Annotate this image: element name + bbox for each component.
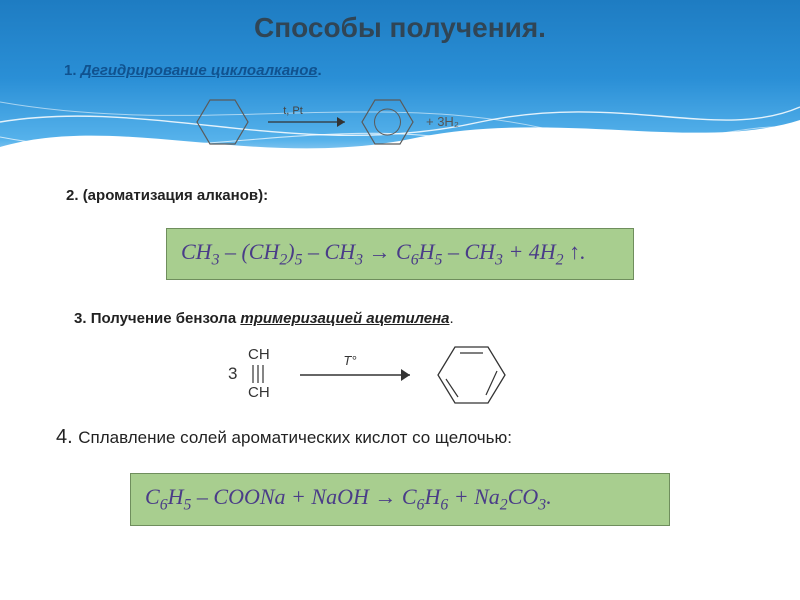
section-1-heading: 1. Дегидрирование циклоалканов.	[64, 62, 322, 79]
reaction-1-condition: t, Pt	[283, 105, 303, 117]
reaction-3-bot: CH	[248, 384, 270, 401]
content-area: 2. (ароматизация алканов): CH3 – (CH2)5 …	[0, 187, 800, 526]
reaction-1-scheme: t, Pt + 3H₂	[190, 92, 490, 152]
section-4-heading: 4. Сплавление солей ароматических кислот…	[56, 426, 750, 449]
section-3-tail: .	[450, 310, 454, 327]
section-3-label: тримеризацией ацетилена	[240, 310, 449, 327]
reaction-3-coeff: 3	[228, 364, 237, 383]
reaction-1-product-side: + 3H₂	[426, 114, 459, 129]
section-2-tail: (ароматизация алканов):	[83, 187, 268, 204]
section-3-lead: Получение бензола	[91, 310, 241, 327]
equation-2: CH3 – (CH2)5 – CH3 → C6H5 – CH3 + 4H2 ↑.	[181, 239, 586, 264]
page-title: Способы получения.	[0, 12, 800, 44]
hero-banner: Способы получения. 1. Дегидрирование цик…	[0, 0, 800, 175]
section-1-label: Дегидрирование циклоалканов	[81, 62, 318, 79]
section-4-text: Сплавление солей ароматических кислот со…	[78, 428, 512, 447]
section-2-num: 2.	[66, 187, 83, 204]
reaction-3-scheme: 3 CH CH T°	[220, 335, 540, 415]
equation-4: C6H5 – COONa + NaOH → C6H6 + Na2CO3.	[145, 484, 552, 509]
equation-2-box: CH3 – (CH2)5 – CH3 → C6H5 – CH3 + 4H2 ↑.	[166, 228, 634, 280]
section-3-heading: 3. Получение бензола тримеризацией ацети…	[74, 310, 750, 327]
section-1-num: 1.	[64, 62, 81, 79]
section-3-num: 3.	[74, 310, 91, 327]
section-2-heading: 2. (ароматизация алканов):	[66, 187, 750, 204]
section-4-num: 4.	[56, 426, 78, 448]
reaction-3-top: CH	[248, 346, 270, 363]
equation-4-box: C6H5 – COONa + NaOH → C6H6 + Na2CO3.	[130, 473, 670, 525]
section-1-tail: .	[317, 62, 321, 79]
reaction-3-condition: T°	[343, 353, 356, 368]
